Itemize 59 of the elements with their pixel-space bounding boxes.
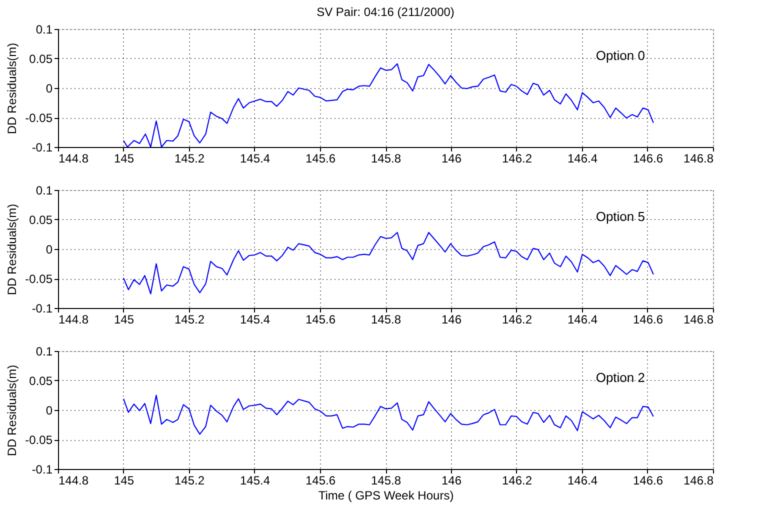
x-tick-label: 146.2 bbox=[502, 474, 532, 488]
y-tick-label: 0.05 bbox=[29, 52, 53, 66]
x-tick-label: 145.8 bbox=[370, 312, 402, 326]
x-tick-label: 146.8 bbox=[683, 152, 714, 166]
x-tick-label: 146 bbox=[441, 152, 462, 166]
x-axis-title: Time ( GPS Week Hours) bbox=[318, 488, 454, 502]
x-tick-label: 144.8 bbox=[58, 474, 89, 488]
x-tick-label: 145.4 bbox=[240, 474, 270, 488]
x-tick-label: 145 bbox=[114, 474, 134, 488]
x-tick-label: 145.8 bbox=[370, 474, 402, 488]
x-tick-label: 145 bbox=[114, 312, 134, 326]
annotation: Option 0 bbox=[596, 48, 645, 63]
y-tick-label: 0 bbox=[46, 404, 53, 418]
x-tick-label: 145.8 bbox=[370, 152, 402, 166]
x-tick-label: 146.2 bbox=[502, 312, 532, 326]
y-tick-label: -0.05 bbox=[25, 111, 53, 125]
y-tick-label: 0.1 bbox=[36, 184, 53, 198]
x-tick-label: 145.2 bbox=[174, 152, 205, 166]
x-tick-label: 146.6 bbox=[632, 312, 664, 326]
x-tick-label: 146.4 bbox=[567, 152, 598, 166]
annotation: Option 5 bbox=[596, 209, 645, 224]
y-tick-label: -0.1 bbox=[32, 302, 53, 316]
y-axis-title: DD Residuals(m) bbox=[5, 204, 20, 296]
x-tick-label: 145.2 bbox=[174, 474, 205, 488]
y-tick-label: -0.1 bbox=[32, 462, 53, 476]
annotation: Option 2 bbox=[596, 370, 645, 385]
y-tick-label: -0.1 bbox=[32, 140, 53, 154]
x-tick-label: 145.2 bbox=[174, 312, 205, 326]
x-tick-label: 145.4 bbox=[240, 152, 270, 166]
y-tick-label: 0 bbox=[46, 82, 53, 96]
x-tick-label: 146.4 bbox=[567, 474, 598, 488]
y-tick-label: 0.05 bbox=[29, 213, 53, 227]
y-axis-title: DD Residuals(m) bbox=[5, 42, 20, 134]
line-series bbox=[122, 394, 654, 435]
x-tick-label: 144.8 bbox=[58, 152, 89, 166]
y-tick-label: 0 bbox=[46, 242, 53, 256]
y-tick-label: 0.05 bbox=[29, 374, 53, 388]
chart-title: SV Pair: 04:16 (211/2000) bbox=[316, 5, 454, 19]
y-tick-label: 0.1 bbox=[36, 22, 53, 36]
y-axis-title: DD Residuals(m) bbox=[5, 364, 20, 456]
line-series bbox=[122, 63, 654, 147]
x-tick-label: 146.8 bbox=[683, 474, 714, 488]
x-tick-label: 145.6 bbox=[305, 152, 336, 166]
x-tick-label: 145.6 bbox=[305, 474, 336, 488]
x-tick-label: 146.8 bbox=[683, 312, 714, 326]
x-tick-label: 146 bbox=[441, 474, 462, 488]
x-tick-label: 146.4 bbox=[567, 312, 598, 326]
x-tick-label: 146.2 bbox=[502, 152, 532, 166]
x-tick-label: 144.8 bbox=[58, 312, 89, 326]
line-series bbox=[122, 232, 654, 294]
x-tick-label: 145 bbox=[114, 152, 134, 166]
x-tick-label: 145.4 bbox=[240, 312, 270, 326]
y-tick-label: -0.05 bbox=[25, 272, 53, 286]
y-tick-label: 0.1 bbox=[36, 344, 53, 358]
x-tick-label: 146 bbox=[441, 312, 462, 326]
y-tick-label: -0.05 bbox=[25, 433, 53, 447]
x-tick-label: 146.6 bbox=[632, 474, 664, 488]
x-tick-label: 146.6 bbox=[632, 152, 664, 166]
x-tick-label: 145.6 bbox=[305, 312, 336, 326]
